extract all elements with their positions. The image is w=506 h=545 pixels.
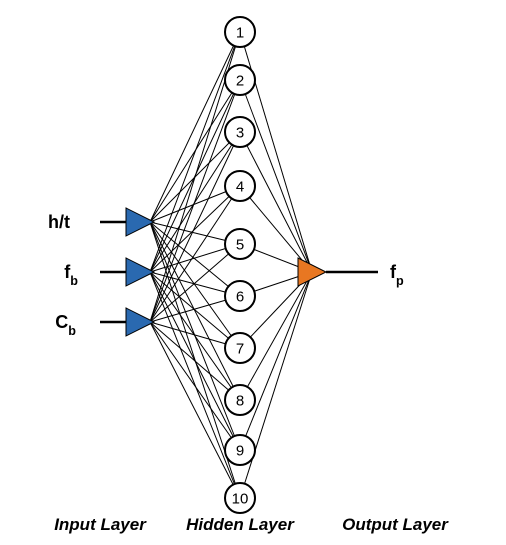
input-node-icon bbox=[126, 258, 154, 286]
hidden-node-label: 6 bbox=[236, 289, 244, 306]
layer-label: Output Layer bbox=[342, 515, 449, 534]
hidden-node-label: 10 bbox=[232, 491, 249, 508]
input-label: fb bbox=[64, 262, 78, 288]
edge-input-hidden bbox=[150, 272, 240, 498]
input-label: Cb bbox=[55, 312, 76, 338]
hidden-node: 2 bbox=[225, 65, 255, 95]
hidden-node-label: 7 bbox=[236, 341, 244, 358]
layer-label: Hidden Layer bbox=[186, 515, 295, 534]
neural-network-diagram: 1 2 3 4 5 6 7 8 9 10 h/t fb Cb fp Input Layer Hidden La… bbox=[0, 0, 506, 545]
hidden-node-label: 5 bbox=[236, 237, 244, 254]
hidden-node: 8 bbox=[225, 385, 255, 415]
hidden-node: 7 bbox=[225, 333, 255, 363]
hidden-node-label: 1 bbox=[236, 25, 244, 42]
hidden-node: 5 bbox=[225, 229, 255, 259]
output-node-icon bbox=[298, 258, 326, 286]
hidden-node: 3 bbox=[225, 117, 255, 147]
input-node-icon bbox=[126, 308, 154, 336]
hidden-node-label: 4 bbox=[236, 179, 244, 196]
hidden-node-label: 3 bbox=[236, 125, 244, 142]
hidden-node-label: 9 bbox=[236, 443, 244, 460]
hidden-node: 1 bbox=[225, 17, 255, 47]
input-node-icon bbox=[126, 208, 154, 236]
output-label: fp bbox=[390, 262, 404, 288]
layer-label: Input Layer bbox=[54, 515, 147, 534]
edges bbox=[150, 32, 312, 498]
hidden-node: 10 bbox=[225, 483, 255, 513]
hidden-node: 4 bbox=[225, 171, 255, 201]
hidden-node-label: 2 bbox=[236, 73, 244, 90]
hidden-node: 6 bbox=[225, 281, 255, 311]
hidden-node: 9 bbox=[225, 435, 255, 465]
input-label: h/t bbox=[48, 212, 70, 232]
hidden-node-label: 8 bbox=[236, 393, 244, 410]
edge-input-hidden bbox=[150, 322, 240, 400]
